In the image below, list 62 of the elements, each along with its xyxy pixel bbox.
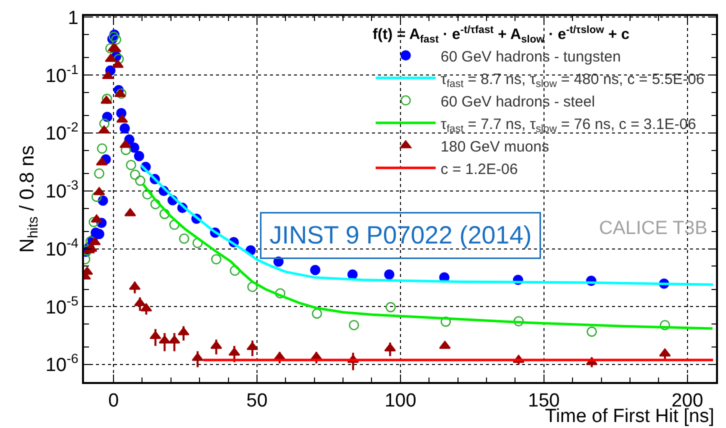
point <box>158 335 170 344</box>
point <box>178 233 190 244</box>
point <box>513 316 524 326</box>
point <box>586 326 597 337</box>
point <box>384 343 396 352</box>
legend-label: c = 1.2E-06 <box>440 160 518 178</box>
point <box>102 70 114 80</box>
point <box>98 125 110 134</box>
point <box>386 302 396 312</box>
point <box>114 54 124 64</box>
point <box>96 143 108 154</box>
legend-label: τ$_{fast}$ = 7.7 ns, τ$_{slow}$ = 76 ns, c = 3.1E-06 <box>440 116 696 135</box>
point <box>89 237 101 246</box>
point <box>246 342 258 350</box>
point <box>134 298 146 306</box>
point <box>211 254 222 264</box>
point <box>150 199 161 210</box>
point <box>88 216 99 228</box>
point <box>126 160 136 170</box>
point <box>150 330 162 340</box>
point <box>110 44 122 52</box>
x-tick-label: 0 <box>108 390 119 412</box>
legend-label: τ$_{fast}$ = 8.7 ns, τ$_{slow}$ = 480 ns, c = 5.5E-06 <box>440 70 704 90</box>
x-tick-label: 100 <box>384 390 416 412</box>
point <box>275 288 286 298</box>
point <box>94 168 104 179</box>
annotation: CALICE T3B <box>599 218 708 239</box>
point <box>134 150 144 162</box>
point <box>192 352 204 361</box>
point <box>168 335 180 344</box>
point <box>660 320 670 330</box>
y-tick-label: 10$^{-5}$ <box>45 293 78 318</box>
point <box>99 118 110 129</box>
legend-label: 60 GeV hadrons - steel <box>440 93 595 110</box>
point <box>178 327 190 336</box>
point <box>91 192 102 202</box>
point <box>347 269 358 280</box>
point <box>130 170 140 180</box>
point <box>135 176 146 186</box>
x-tick-label: 50 <box>246 390 268 412</box>
point <box>310 264 320 276</box>
point <box>110 34 122 45</box>
y-tick-label: 10$^{-1}$ <box>45 62 78 87</box>
annotation: JINST 9 P07022 (2014) <box>270 222 532 250</box>
point <box>312 308 322 319</box>
y-tick-label: 10$^{-4}$ <box>45 235 78 260</box>
y-tick-label: 1 <box>68 8 78 29</box>
legend-label: 180 GeV muons <box>440 138 550 156</box>
y-tick-label: 10$^{-3}$ <box>45 178 78 203</box>
point <box>440 316 451 327</box>
point <box>439 340 451 349</box>
point <box>142 189 153 200</box>
point <box>659 348 671 356</box>
point <box>384 269 394 280</box>
point <box>348 320 360 330</box>
point <box>90 214 102 222</box>
y-tick-label: 10$^{-6}$ <box>45 351 78 376</box>
y-tick-label: 10$^{-2}$ <box>45 120 78 145</box>
point <box>120 123 130 134</box>
legend-label: 60 GeV hadrons - tungsten <box>440 48 621 66</box>
point <box>159 208 170 220</box>
point <box>112 60 124 68</box>
